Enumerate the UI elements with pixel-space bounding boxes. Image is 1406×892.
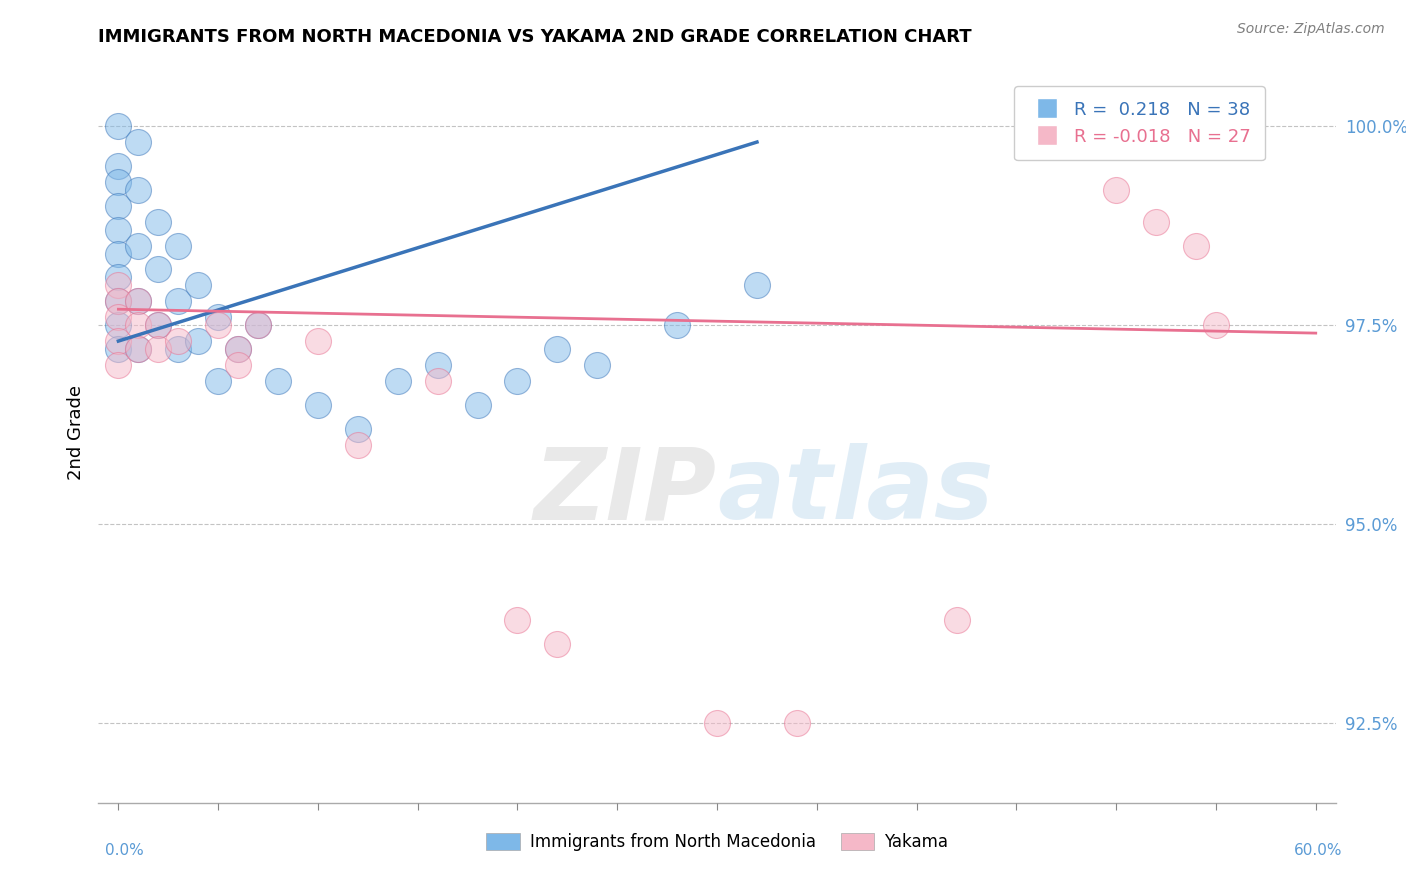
Legend: Immigrants from North Macedonia, Yakama: Immigrants from North Macedonia, Yakama [479, 826, 955, 857]
Point [307, 334, 329, 348]
Point [107, 358, 129, 372]
Point [586, 358, 609, 372]
Point [107, 318, 129, 333]
Point [148, 214, 170, 228]
Y-axis label: 2nd Grade: 2nd Grade [66, 385, 84, 480]
Point [107, 270, 129, 285]
Point [187, 334, 209, 348]
Point [167, 294, 190, 309]
Point [127, 342, 149, 356]
Point [1185, 238, 1208, 252]
Point [226, 342, 249, 356]
Point [167, 334, 190, 348]
Point [107, 278, 129, 293]
Point [786, 716, 808, 731]
Point [107, 222, 129, 236]
Point [107, 294, 129, 309]
Point [945, 613, 967, 627]
Point [546, 637, 568, 651]
Point [148, 318, 170, 333]
Point [167, 238, 190, 252]
Point [107, 294, 129, 309]
Point [107, 342, 129, 356]
Point [107, 199, 129, 213]
Point [107, 310, 129, 325]
Point [148, 318, 170, 333]
Text: Source: ZipAtlas.com: Source: ZipAtlas.com [1237, 22, 1385, 37]
Point [267, 374, 290, 388]
Point [426, 374, 449, 388]
Point [107, 119, 129, 133]
Point [247, 318, 270, 333]
Point [467, 398, 489, 412]
Point [148, 342, 170, 356]
Point [167, 342, 190, 356]
Point [148, 262, 170, 277]
Point [666, 318, 689, 333]
Point [127, 238, 149, 252]
Point [127, 342, 149, 356]
Point [506, 613, 529, 627]
Point [127, 294, 149, 309]
Point [506, 374, 529, 388]
Point [745, 278, 768, 293]
Point [1144, 214, 1167, 228]
Text: atlas: atlas [717, 443, 994, 541]
Point [107, 175, 129, 189]
Point [226, 342, 249, 356]
Point [107, 334, 129, 348]
Point [1205, 318, 1227, 333]
Point [207, 318, 229, 333]
Point [207, 310, 229, 325]
Point [347, 422, 370, 436]
Text: ZIP: ZIP [534, 443, 717, 541]
Point [127, 183, 149, 197]
Point [107, 246, 129, 260]
Point [1105, 183, 1128, 197]
Point [226, 358, 249, 372]
Point [426, 358, 449, 372]
Point [307, 398, 329, 412]
Point [127, 135, 149, 149]
Text: IMMIGRANTS FROM NORTH MACEDONIA VS YAKAMA 2ND GRADE CORRELATION CHART: IMMIGRANTS FROM NORTH MACEDONIA VS YAKAM… [98, 28, 972, 45]
Point [187, 278, 209, 293]
Text: 0.0%: 0.0% [105, 843, 145, 858]
Text: 60.0%: 60.0% [1295, 843, 1343, 858]
Point [387, 374, 409, 388]
Point [347, 437, 370, 451]
Point [247, 318, 270, 333]
Point [127, 294, 149, 309]
Point [127, 318, 149, 333]
Point [546, 342, 568, 356]
Point [107, 159, 129, 173]
Point [207, 374, 229, 388]
Point [706, 716, 728, 731]
